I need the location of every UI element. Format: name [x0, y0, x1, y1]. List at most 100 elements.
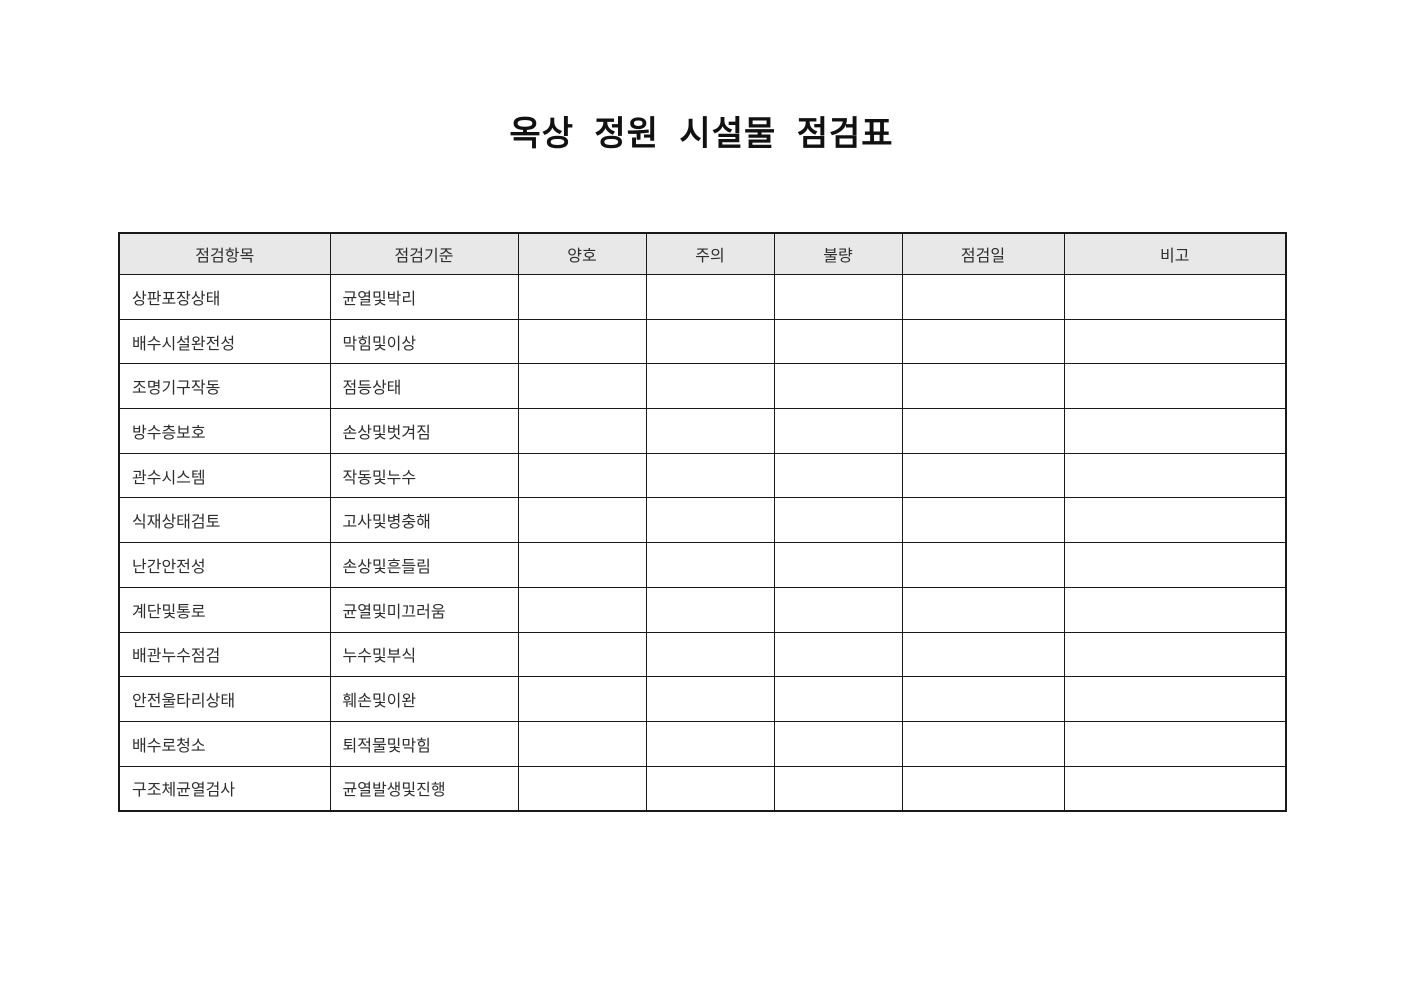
- cell-item: 구조체균열검사: [118, 765, 331, 812]
- inspection-table: 점검항목 점검기준 양호 주의 불량 점검일 비고 상판포장상태 균열및박리 배수시설완전성 막힘…: [118, 232, 1287, 813]
- cell-item: 배수로청소: [118, 720, 331, 767]
- table-row: 계단및통로 균열및미끄러움: [118, 586, 1287, 633]
- cell-caution: [645, 497, 775, 544]
- inspection-table-container: 점검항목 점검기준 양호 주의 불량 점검일 비고 상판포장상태 균열및박리 배수시설완전성 막힘…: [118, 232, 1287, 813]
- column-header-defect: 불량: [773, 232, 903, 275]
- cell-remarks: [1063, 631, 1287, 678]
- cell-inspection-date: [901, 542, 1065, 588]
- column-header-item: 점검항목: [118, 232, 331, 275]
- table-row: 난간안전성 손상및흔들림: [118, 542, 1287, 588]
- cell-inspection-date: [901, 586, 1065, 633]
- cell-good: [517, 720, 647, 767]
- cell-inspection-date: [901, 720, 1065, 767]
- cell-defect: [773, 408, 903, 454]
- cell-good: [517, 542, 647, 588]
- cell-remarks: [1063, 676, 1287, 722]
- cell-caution: [645, 542, 775, 588]
- cell-item: 안전울타리상태: [118, 676, 331, 722]
- cell-criteria: 균열및미끄러움: [329, 586, 519, 633]
- cell-remarks: [1063, 274, 1287, 320]
- cell-good: [517, 408, 647, 454]
- table-row: 배관누수점검 누수및부식: [118, 631, 1287, 678]
- cell-criteria: 누수및부식: [329, 631, 519, 678]
- table-row: 방수층보호 손상및벗겨짐: [118, 408, 1287, 454]
- cell-caution: [645, 274, 775, 320]
- cell-defect: [773, 363, 903, 410]
- cell-caution: [645, 318, 775, 365]
- cell-caution: [645, 452, 775, 499]
- cell-remarks: [1063, 363, 1287, 410]
- cell-inspection-date: [901, 318, 1065, 365]
- cell-good: [517, 452, 647, 499]
- cell-defect: [773, 452, 903, 499]
- cell-good: [517, 274, 647, 320]
- table-row: 식재상태검토 고사및병충해: [118, 497, 1287, 544]
- cell-caution: [645, 676, 775, 722]
- cell-remarks: [1063, 586, 1287, 633]
- cell-item: 난간안전성: [118, 542, 331, 588]
- cell-item: 상판포장상태: [118, 274, 331, 320]
- cell-defect: [773, 631, 903, 678]
- cell-remarks: [1063, 720, 1287, 767]
- cell-caution: [645, 720, 775, 767]
- cell-caution: [645, 765, 775, 812]
- column-header-inspection-date: 점검일: [901, 232, 1065, 275]
- cell-caution: [645, 408, 775, 454]
- cell-criteria: 훼손및이완: [329, 676, 519, 722]
- cell-remarks: [1063, 318, 1287, 365]
- cell-defect: [773, 542, 903, 588]
- cell-item: 조명기구작동: [118, 363, 331, 410]
- cell-criteria: 손상및벗겨짐: [329, 408, 519, 454]
- cell-good: [517, 318, 647, 365]
- header-row: 점검항목 점검기준 양호 주의 불량 점검일 비고: [118, 232, 1287, 275]
- cell-criteria: 손상및흔들림: [329, 542, 519, 588]
- cell-good: [517, 631, 647, 678]
- table-row: 구조체균열검사 균열발생및진행: [118, 765, 1287, 812]
- cell-defect: [773, 676, 903, 722]
- column-header-remarks: 비고: [1063, 232, 1287, 275]
- cell-remarks: [1063, 542, 1287, 588]
- cell-caution: [645, 586, 775, 633]
- cell-remarks: [1063, 408, 1287, 454]
- cell-item: 배수시설완전성: [118, 318, 331, 365]
- table-row: 배수시설완전성 막힘및이상: [118, 318, 1287, 365]
- table-row: 상판포장상태 균열및박리: [118, 274, 1287, 320]
- cell-inspection-date: [901, 452, 1065, 499]
- cell-inspection-date: [901, 676, 1065, 722]
- cell-criteria: 작동및누수: [329, 452, 519, 499]
- table-row: 배수로청소 퇴적물및막힘: [118, 720, 1287, 767]
- cell-good: [517, 765, 647, 812]
- cell-inspection-date: [901, 631, 1065, 678]
- cell-inspection-date: [901, 363, 1065, 410]
- cell-defect: [773, 765, 903, 812]
- cell-inspection-date: [901, 408, 1065, 454]
- table-row: 조명기구작동 점등상태: [118, 363, 1287, 410]
- cell-defect: [773, 274, 903, 320]
- cell-defect: [773, 586, 903, 633]
- cell-remarks: [1063, 497, 1287, 544]
- cell-good: [517, 497, 647, 544]
- table-row: 안전울타리상태 훼손및이완: [118, 676, 1287, 722]
- cell-caution: [645, 363, 775, 410]
- cell-inspection-date: [901, 765, 1065, 812]
- cell-criteria: 막힘및이상: [329, 318, 519, 365]
- cell-inspection-date: [901, 497, 1065, 544]
- cell-defect: [773, 720, 903, 767]
- column-header-good: 양호: [517, 232, 647, 275]
- cell-item: 계단및통로: [118, 586, 331, 633]
- cell-criteria: 점등상태: [329, 363, 519, 410]
- cell-item: 식재상태검토: [118, 497, 331, 544]
- cell-criteria: 퇴적물및막힘: [329, 720, 519, 767]
- cell-inspection-date: [901, 274, 1065, 320]
- cell-remarks: [1063, 452, 1287, 499]
- cell-good: [517, 363, 647, 410]
- page-title: 옥상 정원 시설물 점검표: [509, 115, 894, 153]
- column-header-criteria: 점검기준: [329, 232, 519, 275]
- cell-good: [517, 586, 647, 633]
- cell-defect: [773, 497, 903, 544]
- cell-remarks: [1063, 765, 1287, 812]
- cell-item: 배관누수점검: [118, 631, 331, 678]
- cell-good: [517, 676, 647, 722]
- cell-criteria: 균열발생및진행: [329, 765, 519, 812]
- cell-defect: [773, 318, 903, 365]
